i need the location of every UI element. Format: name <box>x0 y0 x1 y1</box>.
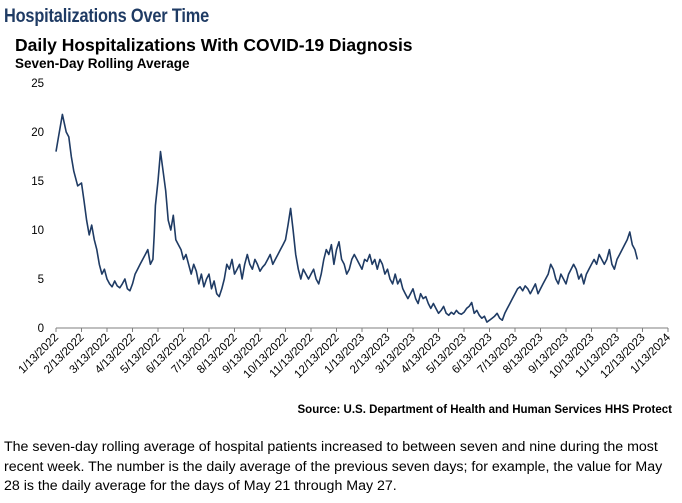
chart-title: Daily Hospitalizations With COVID-19 Dia… <box>15 35 413 55</box>
y-tick-label: 10 <box>31 225 44 237</box>
y-tick-label: 15 <box>31 176 44 188</box>
y-tick-label: 20 <box>31 127 44 139</box>
line-chart: 0 5 10 15 20 25 1/13/20222/13/20223/13/20224/… <box>16 78 674 381</box>
chart-subtitle: Seven-Day Rolling Average <box>15 56 190 71</box>
chart-caption: The seven-day rolling average of hospita… <box>4 439 663 494</box>
y-axis: 0 5 10 15 20 25 <box>31 78 44 335</box>
y-tick-label: 5 <box>38 274 44 286</box>
series-line <box>55 113 639 323</box>
source-note: Source: U.S. Department of Health and Hu… <box>297 404 672 416</box>
y-tick-label: 25 <box>31 78 44 90</box>
section-title: Hospitalizations Over Time <box>4 6 209 27</box>
y-tick-label: 0 <box>38 323 44 335</box>
x-axis: 1/13/20222/13/20223/13/20224/13/20225/13… <box>16 328 674 381</box>
